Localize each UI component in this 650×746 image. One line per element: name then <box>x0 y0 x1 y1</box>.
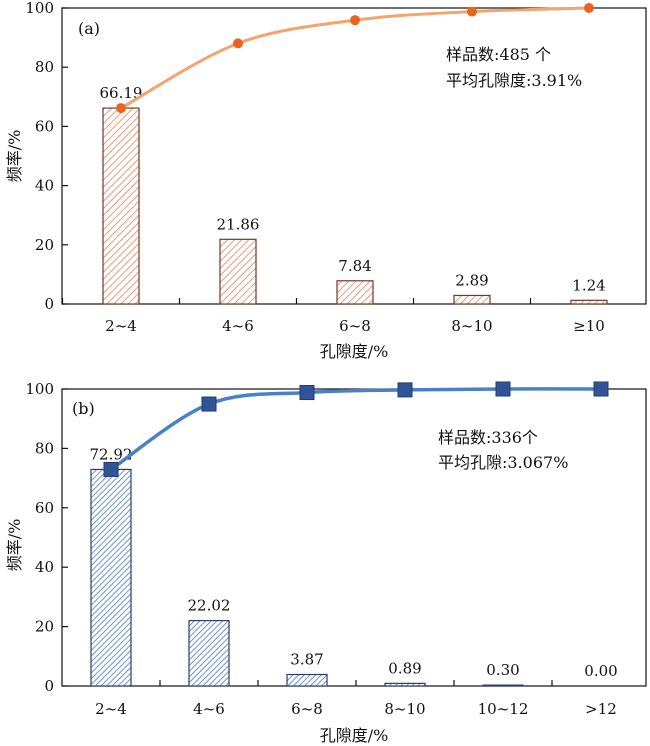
x-tick-label-b: 8~10 <box>384 700 425 718</box>
panel-a: 0 20 40 60 80 100 66.19 2~4 21.86 4~6 7.84 6~8 2.89… <box>5 0 647 361</box>
cumulative-point-a <box>116 103 126 114</box>
cumulative-point-b <box>299 385 315 401</box>
cumulative-point-a <box>233 38 243 49</box>
x-tick-label-b: 2~4 <box>95 700 127 718</box>
y-axis-a: 0 20 40 60 80 100 <box>25 0 532 313</box>
y-tick-label-a: 60 <box>35 117 54 135</box>
data-label-b: 22.02 <box>188 597 231 615</box>
bar-b <box>188 620 230 687</box>
cumulative-point-b <box>397 382 413 398</box>
annotation-sample-count-b: 样品数:336个 <box>438 428 538 447</box>
y-tick-label-a: 80 <box>35 58 54 76</box>
cumulative-line-b <box>103 381 609 477</box>
y-axis-title-a: 频率/% <box>5 130 24 183</box>
data-label-a: 2.89 <box>455 271 488 289</box>
y-tick-label-a: 100 <box>25 0 54 17</box>
cumulative-point-b <box>201 396 217 412</box>
y-tick-label-b: 100 <box>25 380 54 398</box>
annotation-sample-count-a: 样品数:485 个 <box>446 45 551 64</box>
bars-a: 66.19 2~4 21.86 4~6 7.84 6~8 2.89 8~10 1.24 ≥10 <box>100 84 608 335</box>
data-label-b: 0.00 <box>584 662 617 680</box>
data-label-a: 7.84 <box>338 257 371 275</box>
x-tick-label-b: 4~6 <box>193 700 225 718</box>
cumulative-point-a <box>350 15 360 26</box>
cumulative-line-a <box>116 3 594 114</box>
x-tick-label-a: 4~6 <box>222 317 254 335</box>
y-axis-b: 0 20 40 60 80 100 <box>25 380 553 695</box>
bar-a <box>453 294 491 305</box>
cumulative-point-a <box>467 6 477 17</box>
data-label-a: 66.19 <box>100 84 143 102</box>
bars-b: 72.92 2~4 22.02 4~6 3.87 6~8 0.89 8~10 0.30 10~12… <box>90 445 618 718</box>
x-axis-title-b: 孔隙度/% <box>320 726 389 745</box>
x-tick-label-b: 10~12 <box>478 700 529 718</box>
bar-b <box>90 468 132 687</box>
data-label-b: 3.87 <box>290 651 323 669</box>
y-axis-title-b: 频率/% <box>5 519 24 572</box>
cumulative-point-b <box>593 381 609 397</box>
y-tick-label-b: 60 <box>35 499 54 517</box>
bar-a <box>102 107 140 305</box>
data-label-a: 21.86 <box>217 215 260 233</box>
y-tick-label-a: 40 <box>35 177 54 195</box>
cumulative-point-b <box>103 461 119 477</box>
x-tick-label-a: 2~4 <box>105 317 137 335</box>
bar-b <box>482 684 524 687</box>
y-tick-label-b: 80 <box>35 439 54 457</box>
data-label-b: 0.30 <box>486 661 519 679</box>
x-tick-label-b: 6~8 <box>291 700 323 718</box>
y-tick-label-b: 40 <box>35 558 54 576</box>
annotation-mean-porosity-a: 平均孔隙度:3.91% <box>446 71 582 90</box>
bar-b <box>384 682 426 687</box>
annotation-mean-porosity-b: 平均孔隙:3.067% <box>438 453 568 472</box>
x-tick-label-a: ≥10 <box>573 317 605 335</box>
bar-a <box>336 280 374 305</box>
x-tick-label-a: 8~10 <box>451 317 492 335</box>
y-tick-label-a: 20 <box>35 236 54 254</box>
bar-b <box>286 673 328 687</box>
cumulative-point-b <box>495 381 511 397</box>
panel-label-a: (a) <box>78 19 100 38</box>
bar-a <box>219 238 257 305</box>
data-label-b: 0.89 <box>388 659 421 677</box>
x-tick-label-b: >12 <box>585 700 617 718</box>
data-label-b: 72.92 <box>90 445 133 463</box>
y-tick-label-b: 20 <box>35 618 54 636</box>
y-tick-label-b: 0 <box>44 677 54 695</box>
bar-a <box>570 299 608 305</box>
x-tick-label-a: 6~8 <box>339 317 371 335</box>
data-label-a: 1.24 <box>572 276 605 294</box>
plot-frame-b <box>61 388 647 687</box>
panel-label-b: (b) <box>72 399 95 418</box>
x-axis-title-a: 孔隙度/% <box>320 342 389 361</box>
y-tick-label-a: 0 <box>44 295 54 313</box>
panel-b: 0 20 40 60 80 100 72.92 2~4 22.02 4~6 3.87 6~8 0.89… <box>5 380 647 745</box>
cumulative-point-a <box>584 3 594 13</box>
